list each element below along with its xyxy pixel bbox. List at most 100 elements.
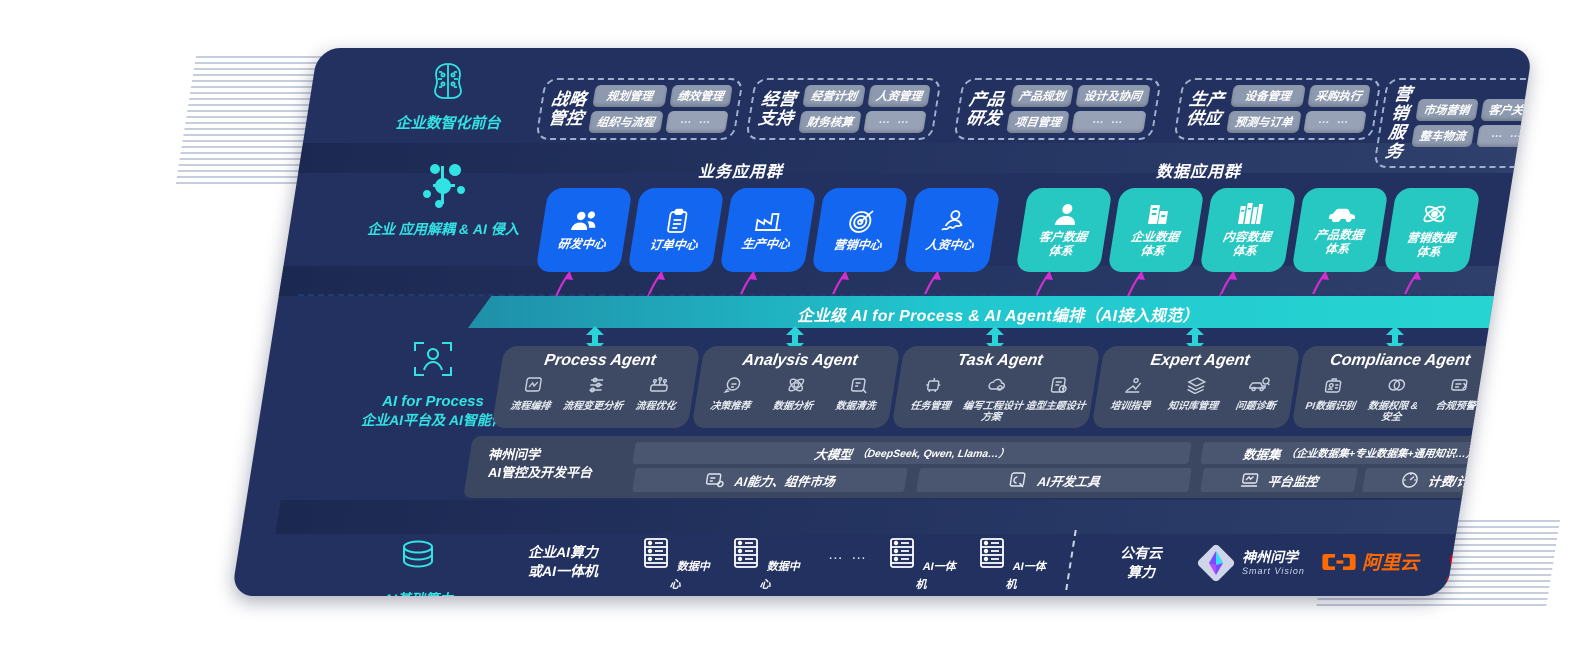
users-icon [570, 209, 602, 233]
agent-card-expert[interactable]: Expert Agent 培训指导 知识库管理 问题诊断 [1091, 346, 1301, 428]
group-production-title: 生产 供应 [1184, 89, 1227, 128]
tile-marketing-data[interactable]: 营销数据 体系 [1383, 188, 1481, 272]
agent-item-label: 数据清洗 [834, 401, 877, 412]
infra-item-enterprise-compute: 企业AI算力 或AI一体机 [498, 543, 628, 581]
atom-analysis-icon [788, 378, 805, 392]
tile-label: 研发中心 [556, 236, 607, 251]
tile-customer-data[interactable]: 客户数据 体系 [1015, 188, 1113, 272]
agent-item[interactable]: 流程编排 [498, 376, 566, 412]
agent-item[interactable]: 知识库管理 [1161, 376, 1229, 412]
platform-bar-dataset[interactable]: 数据集 （企业数据集+专业数据集+通用知识…） [1200, 442, 1520, 464]
tile-label: 营销数据 体系 [1405, 230, 1456, 259]
tile-label: 内容数据 体系 [1221, 229, 1273, 258]
agent-item[interactable]: 合规预警 [1422, 376, 1492, 423]
chip[interactable]: 市场营销 [1414, 99, 1479, 122]
agent-item[interactable]: 数据分析 [761, 376, 829, 412]
group-production[interactable]: 生产 供应 设备管理 采购执行 预测与订单 … … [1173, 78, 1382, 140]
platform-bar-title: 计费/计量 [1426, 474, 1483, 489]
chip[interactable]: … … [863, 111, 927, 133]
server-icon [644, 538, 669, 568]
chip[interactable]: 客户关系 [1479, 99, 1533, 122]
chip[interactable]: … … [1475, 125, 1533, 148]
tile-rnd-center[interactable]: 研发中心 [535, 188, 633, 272]
chip[interactable]: 绩效管理 [668, 85, 733, 107]
ai-orchestration-band: 企业级 AI for Process & AI Agent编排（AI接入规范） [468, 296, 1528, 328]
biarrow-icon [786, 326, 804, 352]
chip[interactable]: 规划管理 [592, 85, 668, 107]
agent-item[interactable]: 任务管理 [896, 376, 966, 423]
tile-marketing-center[interactable]: 营销中心 [811, 188, 909, 272]
infra-item-label: AI一体机 [1005, 561, 1046, 591]
agent-item-label: 流程变更分析 [562, 401, 624, 412]
cloud-gear-icon [988, 378, 1006, 391]
chip[interactable]: 预测与订单 [1226, 111, 1302, 133]
tile-content-data[interactable]: 内容数据 体系 [1199, 188, 1297, 272]
chip[interactable]: … … [1302, 111, 1367, 133]
tile-label: 企业数据 体系 [1129, 229, 1181, 258]
agent-item[interactable]: 培训指导 [1098, 376, 1166, 412]
chip[interactable]: 整车物流 [1410, 125, 1475, 148]
infra-item-label: 数据中心 [759, 561, 800, 591]
agent-item[interactable]: 造型主题设计 [1022, 376, 1092, 423]
infra-item-ai-appliance-2: AI一体机 [976, 536, 1046, 593]
server-icon [890, 538, 915, 568]
group-rnd[interactable]: 产品 研发 产品规划 设计及协同 项目管理 … … [953, 78, 1162, 140]
group-strategy[interactable]: 战略 管控 规划管理 绩效管理 组织与流程 … … [535, 78, 744, 140]
database-icon [328, 538, 508, 585]
infra-item-label: 公有云 算力 [1120, 545, 1162, 580]
chip[interactable]: 采购执行 [1306, 85, 1371, 107]
ai-side-label: AI for Process 企业AI平台及 AI智能体 [338, 336, 528, 429]
agent-item[interactable]: 流程变更分析 [561, 376, 629, 412]
agent-item[interactable]: 编写工程设计方案 [959, 376, 1029, 423]
biarrow-icon [1186, 326, 1204, 352]
server-icon [734, 538, 759, 568]
agent-item-label: 任务管理 [909, 401, 952, 412]
chip[interactable]: 设计及协同 [1075, 85, 1151, 107]
target-icon [846, 208, 876, 234]
agent-item[interactable]: 决策推荐 [698, 376, 766, 412]
devtool-icon [1009, 472, 1026, 488]
front-side-label: 企业数智化前台 [358, 58, 538, 134]
biarrow-icon [986, 326, 1004, 352]
agent-item[interactable]: 数据清洗 [823, 376, 891, 412]
chip[interactable]: 产品规划 [1010, 85, 1074, 107]
chip[interactable]: … … [1071, 111, 1147, 133]
platform-bar-ai-devtool[interactable]: AI开发工具 [916, 468, 1192, 492]
infra-side-label-text: AI基础算力 [383, 591, 453, 596]
agent-card-task[interactable]: Task Agent 任务管理 编写工程设计方案 造型主题设计 [891, 346, 1101, 428]
decision-icon [723, 377, 741, 394]
chip[interactable]: 经营计划 [802, 85, 866, 107]
agent-item[interactable]: 数据权限 & 安全 [1359, 376, 1429, 423]
chip[interactable]: 人资管理 [867, 85, 931, 107]
tile-label: 订单中心 [648, 237, 699, 252]
chip[interactable]: … … [664, 111, 729, 133]
agent-item[interactable]: 问题诊断 [1223, 376, 1291, 412]
agent-item[interactable]: PI数据识别 [1296, 376, 1366, 423]
agent-card-process[interactable]: Process Agent 流程编排 流程变更分析 流程优化 [491, 346, 701, 428]
chip[interactable]: 设备管理 [1230, 85, 1306, 107]
tile-hr-center[interactable]: 人资中心 [903, 188, 1001, 272]
platform-bar-ai-market[interactable]: AI能力、组件市场 [632, 468, 908, 492]
chip[interactable]: 项目管理 [1006, 111, 1070, 133]
agent-card-compliance[interactable]: Compliance Agent PI数据识别 数据权限 & 安全 合规预警 [1291, 346, 1501, 428]
business-apps-title: 业务应用群 [698, 164, 784, 181]
chip[interactable]: 财务核算 [798, 111, 862, 133]
platform-bar-title: AI能力、组件市场 [733, 474, 836, 489]
group-marketing[interactable]: 营销 服务 市场营销 客户关系 整车物流 … … [1372, 78, 1533, 169]
platform-bar-monitoring[interactable]: 平台监控 [1200, 468, 1358, 492]
person-chart-icon [938, 208, 968, 234]
group-strategy-title: 战略 管控 [546, 89, 589, 128]
platform-bar-llm[interactable]: 大模型 （DeepSeek, Qwen, Llama…） [632, 442, 1192, 464]
tile-product-data[interactable]: 产品数据 体系 [1291, 188, 1389, 272]
tile-enterprise-data[interactable]: 企业数据 体系 [1107, 188, 1205, 272]
agent-item[interactable]: 流程优化 [623, 376, 691, 412]
agent-card-analysis[interactable]: Analysis Agent 决策推荐 数据分析 数据清洗 [691, 346, 901, 428]
group-operation[interactable]: 经营 支持 经营计划 人资管理 财务核算 … … [745, 78, 942, 140]
agent-name: Process Agent [543, 352, 658, 369]
training-icon [1125, 377, 1142, 393]
brand-aliyun: 阿里云 [1322, 548, 1419, 575]
tile-order-center[interactable]: 订单中心 [627, 188, 725, 272]
platform-bar-billing[interactable]: 计费/计量 [1362, 468, 1520, 492]
chip[interactable]: 组织与流程 [588, 111, 664, 133]
tile-production-center[interactable]: 生产中心 [719, 188, 817, 272]
